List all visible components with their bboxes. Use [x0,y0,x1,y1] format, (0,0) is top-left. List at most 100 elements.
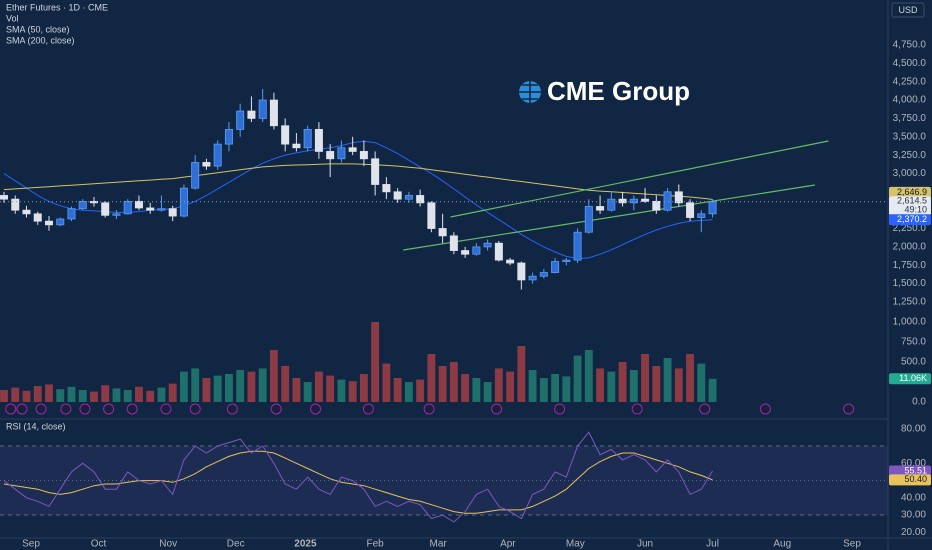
volume-bar [596,368,605,402]
candle-body [89,200,98,204]
x-tick-label: May [566,539,585,550]
x-tick-label: 2025 [294,539,317,550]
volume-bar [337,379,346,402]
currency-label[interactable]: USD [898,5,918,15]
event-icon [843,403,855,415]
event-icon [160,403,172,415]
volume-bar [539,378,548,402]
y-tick-label: 3,250.0 [893,150,927,161]
candle-body [371,158,380,185]
volume-bar [292,378,301,402]
volume-bar [45,384,53,402]
volume-bar [517,346,526,402]
volume-bar [112,388,121,402]
candle-body [472,246,481,255]
volume-bar [371,322,380,402]
x-tick-label: Apr [500,539,516,550]
volume-bar [641,354,650,402]
volume-bar [314,371,323,402]
rsi-title: RSI (14, close) [6,421,66,431]
candle-body [461,250,470,255]
event-icon [35,403,47,415]
event-icon [423,403,435,415]
candle-body [269,99,278,127]
volume-bar [67,386,76,402]
event-icon [126,403,138,415]
candle-body [191,162,200,189]
volume-bar [629,370,638,402]
candle-body [123,200,132,215]
candle-body [0,195,8,200]
volume-bar [573,355,582,402]
candle-body [663,191,672,211]
volume-marker [889,373,931,385]
sma50-marker [889,214,931,226]
candle-body [438,228,447,237]
candle-body [416,195,425,204]
last-price-marker-countdown: 49:10 [904,205,927,215]
volume-bar [607,371,616,402]
candle-body [179,187,188,217]
volume-bar [618,362,627,402]
x-tick-label: Jun [637,539,653,550]
y-tick-label: 3,500.0 [893,131,927,142]
event-icon [759,403,771,415]
candle-body [607,198,616,211]
volume-bar [528,370,537,402]
candle-body [618,198,627,204]
candle-body [404,195,413,200]
candle-body [303,129,312,149]
volume-bar [674,368,683,402]
volume-bar [303,382,312,402]
rsi-tick-label: 20.00 [901,527,926,538]
candle-body [33,213,42,222]
candle-body [44,220,53,226]
volume-bar [236,370,245,402]
x-tick-label: Sep [22,539,40,550]
event-icon [103,403,115,415]
volume-bar [123,390,132,402]
candle-body [146,207,155,211]
volume-bar [90,391,98,402]
volume-bar [686,354,694,402]
volume-bar [269,350,278,402]
candle-body [449,235,458,251]
legend-entry: SMA (50, close) [6,24,70,34]
candle-body [562,259,571,262]
y-tick-label: 4,250.0 [893,76,927,87]
volume-bar [562,376,571,402]
candle-body [573,231,582,261]
volume-bar [213,375,222,402]
volume-bar [584,350,593,402]
volume-bar [427,354,436,402]
sma200-marker [889,186,931,198]
candle-body [551,261,560,273]
sma50-marker-label: 2,370.2 [897,214,927,224]
candle-body [224,129,233,145]
candle-body [596,206,605,211]
candle-body [629,198,638,204]
x-tick-label: Feb [367,539,385,550]
candle-body [213,143,222,167]
event-icon [226,403,238,415]
x-tick-label: Nov [159,539,177,550]
currency-button[interactable] [891,2,925,18]
volume-bar [168,383,177,402]
candle-body [359,151,368,160]
candle-body [348,147,357,152]
volume-bar [652,366,661,402]
y-tick-label: 4,500.0 [893,58,927,69]
volume-bar [225,374,233,402]
candle-body [202,162,211,167]
watermark: CME Group [547,76,690,106]
event-icon [189,403,201,415]
candle-body [674,191,683,204]
x-tick-label: Aug [773,539,791,550]
volume-bar [202,378,211,402]
last-price-marker [889,196,931,216]
event-icon [270,403,282,415]
y-tick-label: 2,000.0 [893,242,927,253]
volume-bar [146,390,155,402]
